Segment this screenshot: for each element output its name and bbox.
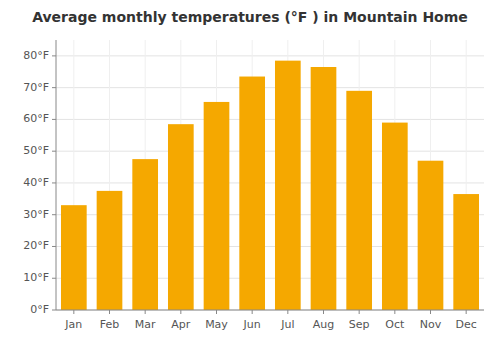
y-tick xyxy=(52,151,56,152)
y-axis-line xyxy=(56,40,57,310)
x-tick-label: Jun xyxy=(243,318,261,331)
page: {"chart_data": {"type": "bar", "title": … xyxy=(0,0,500,350)
y-grid-line xyxy=(56,87,484,88)
chart-svg: 0°F 10°F 20°F 30°F 40°F 50°F 60°F 70°F 80°F Jan Fe… xyxy=(0,0,500,350)
y-grid-line xyxy=(56,151,484,152)
x-tick-label: Feb xyxy=(100,318,119,331)
x-tick-label: Jan xyxy=(64,318,82,331)
bar xyxy=(61,205,87,310)
y-tick-label: 50°F xyxy=(23,144,49,157)
y-tick xyxy=(52,119,56,120)
y-tick-label: 60°F xyxy=(23,112,49,125)
y-tick xyxy=(52,87,56,88)
x-tick-label: Nov xyxy=(420,318,442,331)
axes: 0°F 10°F 20°F 30°F 40°F 50°F 60°F 70°F 80°F Jan Fe… xyxy=(23,40,484,331)
bars xyxy=(61,61,479,310)
y-tick-label: 40°F xyxy=(23,176,49,189)
y-tick xyxy=(52,278,56,279)
y-tick xyxy=(52,214,56,215)
x-tick xyxy=(109,310,110,314)
y-tick-label: 10°F xyxy=(23,271,49,284)
y-tick-label: 70°F xyxy=(23,81,49,94)
x-tick-label: Sep xyxy=(349,318,370,331)
x-tick-label: Apr xyxy=(171,318,191,331)
y-tick-label: 20°F xyxy=(23,239,49,252)
y-tick-label: 0°F xyxy=(30,303,49,316)
x-axis-line xyxy=(56,310,484,311)
x-tick xyxy=(145,310,146,314)
title: Average monthly temperatures (°F ) in Mo… xyxy=(32,9,468,25)
y-tick xyxy=(52,246,56,247)
x-tick xyxy=(359,310,360,314)
x-tick xyxy=(394,310,395,314)
bar xyxy=(311,67,337,310)
y-tick xyxy=(52,182,56,183)
grid xyxy=(56,40,484,310)
bar xyxy=(382,123,408,310)
x-tick-label: May xyxy=(205,318,228,331)
bar xyxy=(132,159,158,310)
x-tick-label: Dec xyxy=(456,318,477,331)
x-tick xyxy=(323,310,324,314)
x-tick xyxy=(252,310,253,314)
x-tick xyxy=(180,310,181,314)
bar xyxy=(239,77,265,310)
bar xyxy=(97,191,123,310)
bar xyxy=(346,91,372,310)
chart-container: 0°F 10°F 20°F 30°F 40°F 50°F 60°F 70°F 80°F Jan Fe… xyxy=(0,0,500,350)
y-tick-label: 30°F xyxy=(23,208,49,221)
x-tick xyxy=(466,310,467,314)
x-tick xyxy=(73,310,74,314)
bar xyxy=(204,102,230,310)
y-grid-line xyxy=(56,55,484,56)
x-tick xyxy=(430,310,431,314)
bar xyxy=(418,161,444,310)
y-tick xyxy=(52,55,56,56)
bar xyxy=(453,194,479,310)
x-tick-label: Oct xyxy=(385,318,405,331)
y-grid-line xyxy=(56,119,484,120)
bar xyxy=(275,61,301,310)
y-grid-line xyxy=(56,310,484,311)
y-tick xyxy=(52,310,56,311)
x-tick-label: Mar xyxy=(135,318,156,331)
x-tick xyxy=(287,310,288,314)
y-tick-label: 80°F xyxy=(23,49,49,62)
x-tick-label: Aug xyxy=(313,318,334,331)
x-tick-label: Jul xyxy=(280,318,294,331)
x-tick xyxy=(216,310,217,314)
bar xyxy=(168,124,194,310)
